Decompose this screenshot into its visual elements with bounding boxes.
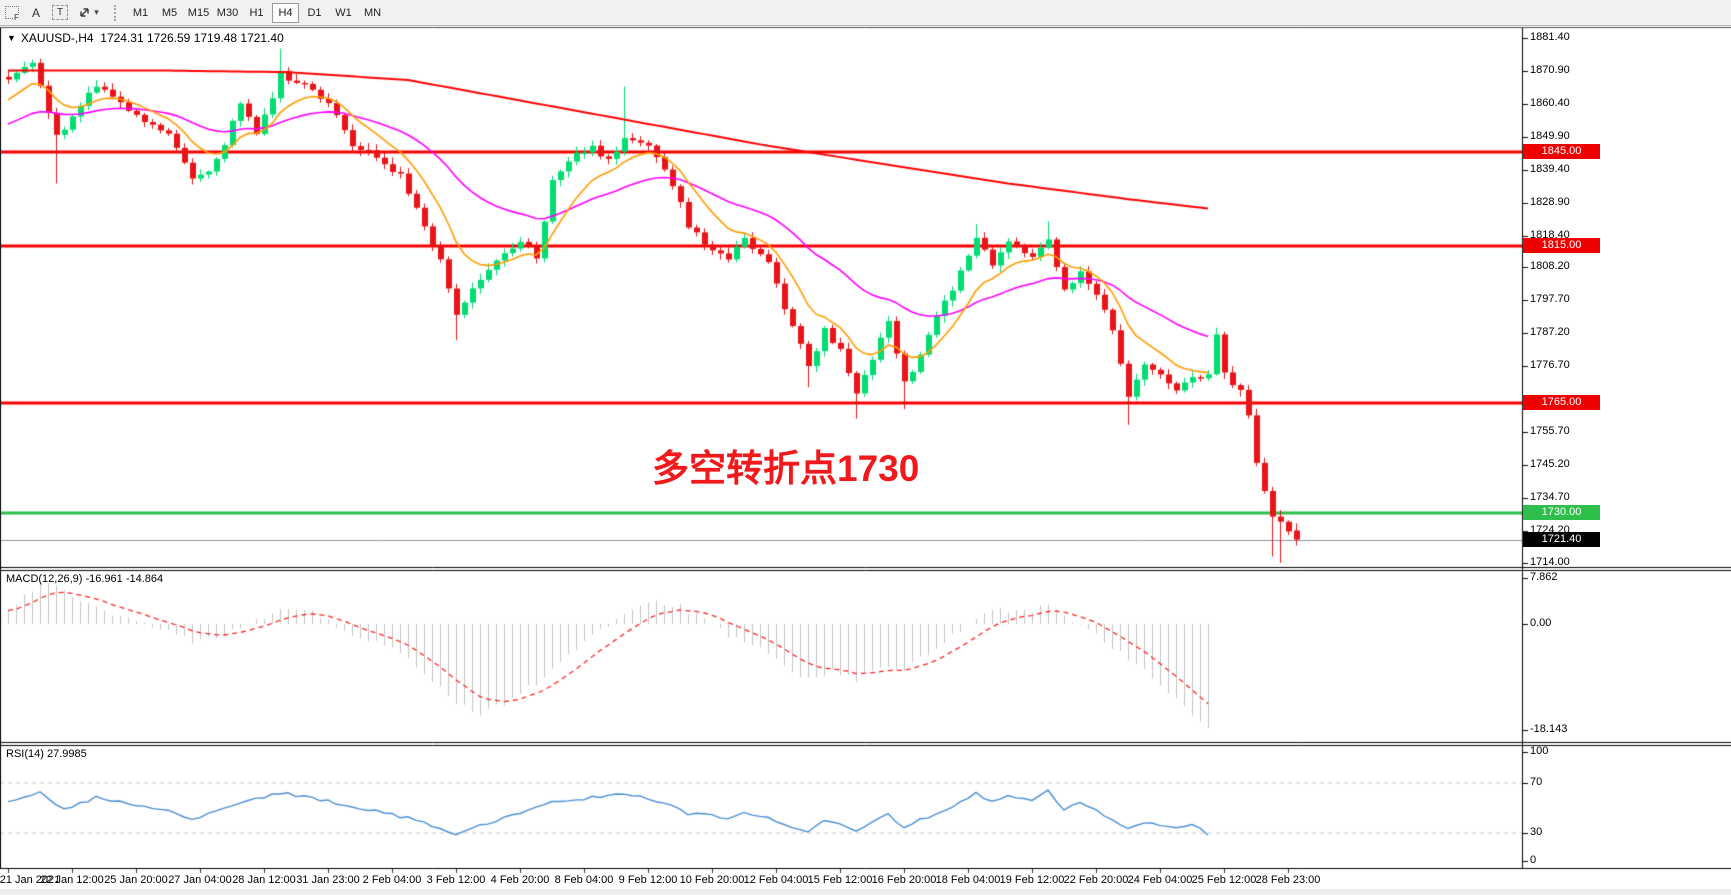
timeframe-button[interactable]: M30 — [214, 3, 241, 23]
timeframe-button[interactable]: M5 — [156, 3, 183, 23]
price-level-badge: 1765.00 — [1523, 395, 1600, 410]
rsi-indicator-label: RSI(14) 27.9985 — [6, 748, 87, 760]
time-axis-label: 31 Jan 23:00 — [296, 874, 360, 886]
price-tick-label: 1860.40 — [1530, 97, 1570, 109]
symbol-ohlc-text: XAUUSD-,H4 1724.31 1726.59 1719.48 1721.… — [20, 31, 284, 45]
time-axis-label: 21 Jan 2021 — [0, 874, 61, 886]
price-tick-label: 1881.40 — [1530, 31, 1570, 43]
price-tick-label: 1808.20 — [1530, 260, 1570, 272]
price-tick-label: 1734.70 — [1530, 491, 1570, 503]
price-tick-label: 1870.90 — [1530, 64, 1570, 76]
timeframe-button[interactable]: MN — [359, 3, 386, 23]
dropdown-caret-icon[interactable]: ▾ — [94, 7, 99, 17]
timeframe-button[interactable]: H1 — [243, 3, 270, 23]
symbol-dropdown-icon[interactable]: ▼ — [7, 33, 16, 43]
time-axis-label: 19 Feb 12:00 — [999, 874, 1065, 886]
time-axis-label: 16 Feb 20:00 — [871, 874, 937, 886]
time-axis-label: 25 Jan 20:00 — [104, 874, 168, 886]
dotted-grid-glyph: F — [5, 6, 20, 22]
object-tools-group: F A T ▾ — [0, 0, 104, 25]
timeframes-group: M1 M5 M15 M30 H1 H4 D1 W1 MN — [126, 0, 387, 25]
cursor-arrows-icon[interactable]: ▾ — [73, 3, 103, 23]
timeframe-button[interactable]: D1 — [301, 3, 328, 23]
price-tick-label: 1839.40 — [1530, 163, 1570, 175]
dashed-box-glyph: T — [52, 5, 68, 20]
macd-tick-label: 7.862 — [1530, 571, 1558, 583]
indicator-grid-icon[interactable]: F — [1, 3, 23, 23]
time-axis-label: 25 Feb 12:00 — [1191, 874, 1257, 886]
rsi-tick-label: 100 — [1530, 745, 1549, 757]
chart-title: ▼ XAUUSD-,H4 1724.31 1726.59 1719.48 172… — [7, 31, 284, 45]
timeframe-button[interactable]: W1 — [330, 3, 357, 23]
macd-tick-label: -18.143 — [1530, 723, 1568, 735]
rsi-tick-label: 30 — [1530, 826, 1543, 838]
time-axis-label: 28 Jan 12:00 — [232, 874, 296, 886]
price-level-badge: 1845.00 — [1523, 144, 1600, 159]
price-tick-label: 1787.20 — [1530, 326, 1570, 338]
toolbar-grip[interactable] — [114, 4, 120, 21]
time-axis-label: 24 Feb 04:00 — [1127, 874, 1193, 886]
price-level-badge: 1730.00 — [1523, 505, 1600, 520]
time-axis-label: 2 Feb 04:00 — [362, 874, 422, 886]
time-axis-label: 9 Feb 12:00 — [618, 874, 678, 886]
diagonal-arrows-glyph — [80, 8, 89, 17]
rsi-tick-label: 70 — [1530, 776, 1543, 788]
price-tick-label: 1828.90 — [1530, 196, 1570, 208]
price-tick-label: 1797.70 — [1530, 293, 1570, 305]
time-axis-label: 27 Jan 04:00 — [168, 874, 232, 886]
rsi-tick-label: 0 — [1530, 854, 1537, 866]
macd-indicator-label: MACD(12,26,9) -16.961 -14.864 — [6, 573, 164, 585]
price-tick-label: 1849.90 — [1530, 130, 1570, 142]
text-box-icon[interactable]: T — [49, 3, 71, 23]
price-level-badge: 1721.40 — [1523, 532, 1600, 547]
time-axis-label: 22 Feb 20:00 — [1063, 874, 1129, 886]
toolbar: F A T ▾ M1 M5 M15 M30 H1 H4 D1 W1 — [0, 0, 1731, 26]
price-tick-label: 1745.20 — [1530, 458, 1570, 470]
timeframe-button[interactable]: M15 — [185, 3, 212, 23]
time-axis-label: 4 Feb 20:00 — [490, 874, 550, 886]
timeframe-button[interactable]: H4 — [272, 2, 299, 23]
macd-tick-label: 0.00 — [1530, 617, 1552, 629]
price-tick-label: 1714.00 — [1530, 556, 1570, 568]
time-axis-label: 28 Feb 23:00 — [1255, 874, 1321, 886]
text-label-icon[interactable]: A — [31, 5, 40, 20]
time-axis-label: 8 Feb 04:00 — [554, 874, 614, 886]
time-axis-label: 18 Feb 04:00 — [935, 874, 1001, 886]
price-tick-label: 1776.70 — [1530, 359, 1570, 371]
price-level-badge: 1815.00 — [1523, 238, 1600, 253]
time-axis-label: 10 Feb 20:00 — [679, 874, 745, 886]
time-axis-label: 22 Jan 12:00 — [40, 874, 104, 886]
timeframe-button[interactable]: M1 — [127, 3, 154, 23]
chart-text-annotation[interactable]: 多空转折点1730 — [652, 448, 920, 489]
time-axis-label: 3 Feb 12:00 — [426, 874, 486, 886]
price-tick-label: 1755.70 — [1530, 425, 1570, 437]
window-bottom-edge — [0, 889, 1731, 895]
time-axis-label: 12 Feb 04:00 — [743, 874, 809, 886]
time-axis-label: 15 Feb 12:00 — [807, 874, 873, 886]
